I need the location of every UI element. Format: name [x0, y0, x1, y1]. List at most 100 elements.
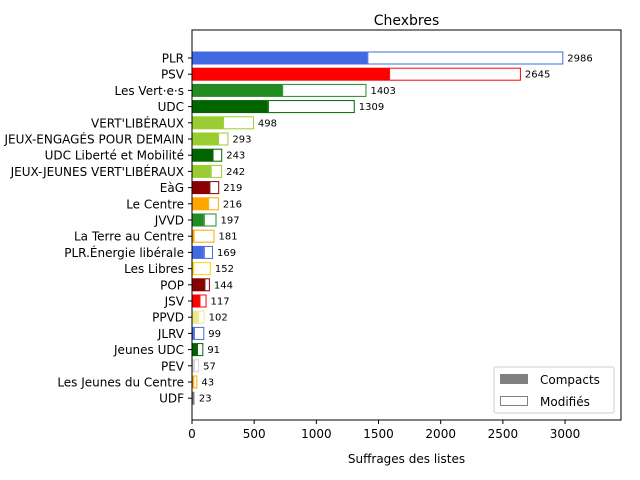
- y-tick-label: Le Centre: [126, 197, 184, 211]
- bar-compacts: [192, 83, 283, 97]
- y-tick-label: Les Libres: [124, 262, 184, 276]
- x-axis-label: Suffrages des listes: [348, 452, 465, 466]
- bar-labels-group: 2986 2645 1403 1309 498 293 243 242 219 216 197 181…: [199, 54, 593, 405]
- bar-compacts: [192, 164, 211, 178]
- bar-compacts: [192, 343, 197, 357]
- bar-modifies: [193, 262, 211, 276]
- bar-compacts: [192, 326, 194, 340]
- y-tick-label: UDF: [159, 392, 184, 406]
- y-tick-label: JEUX-JEUNES VERT'LIBÉRAUX: [10, 164, 184, 179]
- bar-compacts: [192, 132, 219, 146]
- x-tick-label: 1000: [301, 427, 332, 441]
- legend-swatch-compacts: [500, 374, 528, 384]
- y-tick-label: PEV: [161, 359, 185, 373]
- bar-total-label: 117: [211, 297, 230, 308]
- y-tick-label: JSV: [164, 295, 185, 309]
- y-tick-label: VERT'LIBÉRAUX: [91, 115, 184, 130]
- bar-compacts: [192, 116, 224, 130]
- y-tick-label: JLRV: [157, 327, 185, 341]
- y-tick-label: JEUX-ENGAGÉS POUR DEMAIN: [3, 132, 184, 147]
- bar-modifies: [203, 213, 217, 227]
- bar-compacts: [192, 213, 204, 227]
- bar-total-label: 181: [219, 232, 238, 243]
- y-tick-label: PLR: [162, 52, 184, 66]
- bar-compacts: [192, 375, 194, 389]
- bar-total-label: 43: [201, 378, 214, 389]
- bar-compacts: [192, 310, 199, 324]
- y-tick-label: JVVD: [154, 214, 184, 228]
- bar-total-label: 197: [220, 216, 239, 227]
- legend-swatch-modifies: [500, 396, 528, 406]
- bar-modifies: [203, 245, 214, 259]
- legend: Compacts Modifiés: [493, 366, 615, 414]
- bar-modifies: [193, 229, 215, 243]
- bar-modifies: [389, 67, 521, 81]
- bar-modifies: [204, 278, 210, 292]
- bar-modifies: [367, 51, 564, 65]
- bar-modifies: [282, 83, 367, 97]
- bar-modifies: [267, 100, 355, 114]
- bar-compacts: [192, 229, 194, 243]
- legend-label-modifies: Modifiés: [540, 395, 590, 409]
- bar-total-label: 152: [215, 264, 234, 275]
- bars-group: [192, 51, 564, 405]
- y-tick-label: Les Vert·e·s: [115, 84, 185, 98]
- bar-modifies: [193, 375, 198, 389]
- bar-compacts: [192, 262, 194, 276]
- bar-modifies: [212, 148, 223, 162]
- bar-total-label: 99: [208, 329, 221, 340]
- x-tick-label: 0: [188, 427, 196, 441]
- bar-total-label: 144: [214, 280, 233, 291]
- bar-total-label: 2645: [525, 70, 550, 81]
- bar-modifies: [208, 197, 219, 211]
- bar-compacts: [192, 391, 195, 405]
- bar-total-label: 242: [226, 167, 245, 178]
- bar-total-label: 23: [199, 394, 212, 405]
- bar-compacts: [192, 278, 205, 292]
- bar-modifies: [210, 164, 223, 178]
- chart-title: Chexbres: [374, 13, 440, 29]
- bar-compacts: [192, 197, 209, 211]
- y-tick-label: UDC Liberté et Mobilité: [45, 149, 184, 163]
- bar-compacts: [192, 51, 368, 65]
- x-tick-label: 3000: [550, 427, 581, 441]
- bar-compacts: [192, 294, 200, 308]
- bar-compacts: [192, 100, 268, 114]
- y-tick-label: PPVD: [152, 311, 184, 325]
- bar-total-label: 1309: [359, 102, 384, 113]
- bar-modifies: [198, 310, 205, 324]
- plot-frame: [191, 29, 622, 421]
- bar-modifies: [218, 132, 229, 146]
- bar-total-label: 169: [217, 248, 236, 259]
- bar-total-label: 219: [223, 183, 242, 194]
- x-tick-label: 1500: [363, 427, 394, 441]
- bar-modifies: [193, 326, 205, 340]
- bar-total-label: 57: [203, 361, 216, 372]
- y-tick-label: La Terre au Centre: [74, 230, 184, 244]
- bar-total-label: 102: [209, 313, 228, 324]
- y-tick-label: PSV: [161, 68, 185, 82]
- bar-modifies: [223, 116, 254, 130]
- bar-total-label: 243: [226, 151, 245, 162]
- y-tick-label: POP: [160, 278, 184, 292]
- bar-total-label: 2986: [567, 54, 592, 65]
- x-tick-label: 2500: [488, 427, 519, 441]
- y-tick-label: Jeunes UDC: [113, 343, 184, 357]
- bar-total-label: 293: [232, 135, 251, 146]
- bar-compacts: [192, 245, 204, 259]
- bar-compacts: [192, 359, 194, 373]
- y-tick-label: Les Jeunes du Centre: [57, 376, 184, 390]
- bar-total-label: 216: [223, 199, 242, 210]
- bar-modifies: [199, 294, 207, 308]
- bar-compacts: [192, 67, 390, 81]
- x-tick-label: 2000: [425, 427, 456, 441]
- y-tick-label: UDC: [158, 100, 184, 114]
- bar-compacts: [192, 148, 213, 162]
- legend-label-compacts: Compacts: [540, 373, 600, 387]
- bar-total-label: 1403: [370, 86, 395, 97]
- x-ticks-group: 0 500 1000 1500 2000 2500 3000: [188, 420, 580, 441]
- bar-compacts: [192, 181, 210, 195]
- bar-modifies: [193, 359, 200, 373]
